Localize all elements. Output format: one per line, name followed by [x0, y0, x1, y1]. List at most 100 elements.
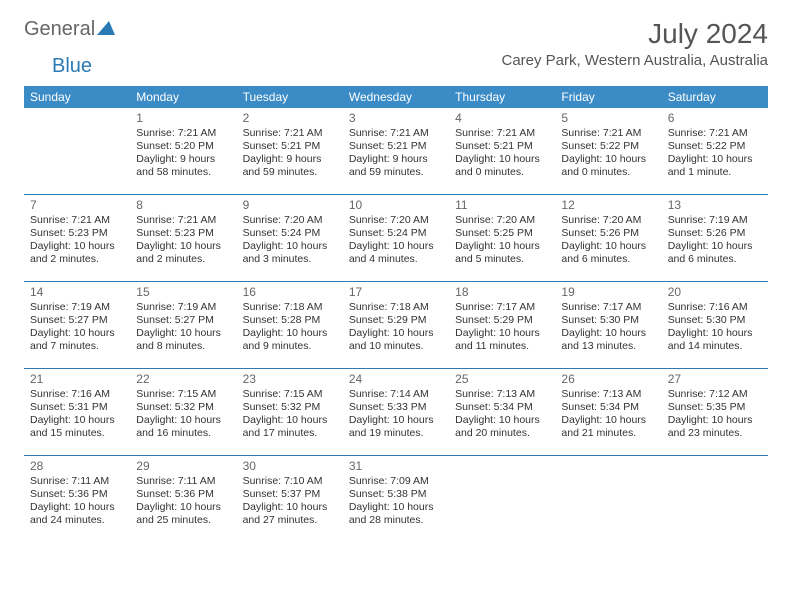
daylight-text: Daylight: 10 hours and 23 minutes.: [668, 414, 762, 440]
day-number: 22: [136, 372, 230, 387]
sunset-text: Sunset: 5:21 PM: [349, 140, 443, 153]
day-cell: 27Sunrise: 7:12 AMSunset: 5:35 PMDayligh…: [662, 369, 768, 455]
sunrise-text: Sunrise: 7:14 AM: [349, 388, 443, 401]
sunset-text: Sunset: 5:23 PM: [30, 227, 124, 240]
day-number: 20: [668, 285, 762, 300]
day-header: Sunday: [24, 86, 130, 108]
day-number: 24: [349, 372, 443, 387]
day-number: 6: [668, 111, 762, 126]
daylight-text: Daylight: 10 hours and 0 minutes.: [455, 153, 549, 179]
daylight-text: Daylight: 10 hours and 17 minutes.: [243, 414, 337, 440]
day-cell: [449, 456, 555, 542]
day-cell: 7Sunrise: 7:21 AMSunset: 5:23 PMDaylight…: [24, 195, 130, 281]
sunset-text: Sunset: 5:24 PM: [243, 227, 337, 240]
sunset-text: Sunset: 5:32 PM: [243, 401, 337, 414]
sunrise-text: Sunrise: 7:09 AM: [349, 475, 443, 488]
sunrise-text: Sunrise: 7:17 AM: [561, 301, 655, 314]
day-cell: 14Sunrise: 7:19 AMSunset: 5:27 PMDayligh…: [24, 282, 130, 368]
sunrise-text: Sunrise: 7:19 AM: [668, 214, 762, 227]
sunset-text: Sunset: 5:29 PM: [349, 314, 443, 327]
sunset-text: Sunset: 5:22 PM: [561, 140, 655, 153]
daylight-text: Daylight: 10 hours and 1 minute.: [668, 153, 762, 179]
daylight-text: Daylight: 10 hours and 19 minutes.: [349, 414, 443, 440]
day-number: 12: [561, 198, 655, 213]
day-cell: 10Sunrise: 7:20 AMSunset: 5:24 PMDayligh…: [343, 195, 449, 281]
daylight-text: Daylight: 10 hours and 14 minutes.: [668, 327, 762, 353]
day-cell: 19Sunrise: 7:17 AMSunset: 5:30 PMDayligh…: [555, 282, 661, 368]
sunset-text: Sunset: 5:28 PM: [243, 314, 337, 327]
daylight-text: Daylight: 10 hours and 4 minutes.: [349, 240, 443, 266]
daylight-text: Daylight: 10 hours and 5 minutes.: [455, 240, 549, 266]
daylight-text: Daylight: 10 hours and 2 minutes.: [30, 240, 124, 266]
daylight-text: Daylight: 10 hours and 20 minutes.: [455, 414, 549, 440]
sunrise-text: Sunrise: 7:21 AM: [561, 127, 655, 140]
week-row: 7Sunrise: 7:21 AMSunset: 5:23 PMDaylight…: [24, 195, 768, 282]
day-number: 9: [243, 198, 337, 213]
day-number: 13: [668, 198, 762, 213]
sunset-text: Sunset: 5:29 PM: [455, 314, 549, 327]
sunrise-text: Sunrise: 7:17 AM: [455, 301, 549, 314]
daylight-text: Daylight: 9 hours and 59 minutes.: [243, 153, 337, 179]
day-header: Monday: [130, 86, 236, 108]
daylight-text: Daylight: 10 hours and 9 minutes.: [243, 327, 337, 353]
sunset-text: Sunset: 5:32 PM: [136, 401, 230, 414]
day-cell: 9Sunrise: 7:20 AMSunset: 5:24 PMDaylight…: [237, 195, 343, 281]
sunset-text: Sunset: 5:36 PM: [136, 488, 230, 501]
day-cell: [662, 456, 768, 542]
daylight-text: Daylight: 10 hours and 3 minutes.: [243, 240, 337, 266]
calendar-grid: Sunday Monday Tuesday Wednesday Thursday…: [24, 86, 768, 542]
daylight-text: Daylight: 10 hours and 15 minutes.: [30, 414, 124, 440]
daylight-text: Daylight: 9 hours and 59 minutes.: [349, 153, 443, 179]
sunrise-text: Sunrise: 7:21 AM: [668, 127, 762, 140]
sunset-text: Sunset: 5:34 PM: [561, 401, 655, 414]
sunrise-text: Sunrise: 7:15 AM: [136, 388, 230, 401]
month-title: July 2024: [502, 18, 769, 50]
sunset-text: Sunset: 5:35 PM: [668, 401, 762, 414]
day-cell: 28Sunrise: 7:11 AMSunset: 5:36 PMDayligh…: [24, 456, 130, 542]
day-number: 10: [349, 198, 443, 213]
sunrise-text: Sunrise: 7:13 AM: [455, 388, 549, 401]
day-cell: 24Sunrise: 7:14 AMSunset: 5:33 PMDayligh…: [343, 369, 449, 455]
sunrise-text: Sunrise: 7:10 AM: [243, 475, 337, 488]
sunrise-text: Sunrise: 7:16 AM: [668, 301, 762, 314]
day-header-row: Sunday Monday Tuesday Wednesday Thursday…: [24, 86, 768, 108]
daylight-text: Daylight: 10 hours and 8 minutes.: [136, 327, 230, 353]
sunset-text: Sunset: 5:30 PM: [561, 314, 655, 327]
day-number: 14: [30, 285, 124, 300]
sunrise-text: Sunrise: 7:18 AM: [349, 301, 443, 314]
day-cell: 21Sunrise: 7:16 AMSunset: 5:31 PMDayligh…: [24, 369, 130, 455]
sunrise-text: Sunrise: 7:11 AM: [136, 475, 230, 488]
day-cell: 26Sunrise: 7:13 AMSunset: 5:34 PMDayligh…: [555, 369, 661, 455]
sunrise-text: Sunrise: 7:21 AM: [349, 127, 443, 140]
day-cell: 6Sunrise: 7:21 AMSunset: 5:22 PMDaylight…: [662, 108, 768, 194]
day-number: 25: [455, 372, 549, 387]
calendar-page: General July 2024 Carey Park, Western Au…: [0, 0, 792, 542]
day-number: 4: [455, 111, 549, 126]
sunset-text: Sunset: 5:24 PM: [349, 227, 443, 240]
sunrise-text: Sunrise: 7:21 AM: [136, 127, 230, 140]
day-cell: 25Sunrise: 7:13 AMSunset: 5:34 PMDayligh…: [449, 369, 555, 455]
day-cell: 29Sunrise: 7:11 AMSunset: 5:36 PMDayligh…: [130, 456, 236, 542]
day-cell: 20Sunrise: 7:16 AMSunset: 5:30 PMDayligh…: [662, 282, 768, 368]
logo-triangle-icon: [97, 18, 115, 41]
day-number: 16: [243, 285, 337, 300]
sunset-text: Sunset: 5:26 PM: [561, 227, 655, 240]
sunrise-text: Sunrise: 7:16 AM: [30, 388, 124, 401]
sunset-text: Sunset: 5:30 PM: [668, 314, 762, 327]
day-number: 15: [136, 285, 230, 300]
day-number: 23: [243, 372, 337, 387]
daylight-text: Daylight: 10 hours and 13 minutes.: [561, 327, 655, 353]
day-header: Saturday: [662, 86, 768, 108]
day-number: 18: [455, 285, 549, 300]
logo-text-blue: Blue: [52, 55, 92, 77]
day-number: 21: [30, 372, 124, 387]
day-number: 30: [243, 459, 337, 474]
sunrise-text: Sunrise: 7:20 AM: [561, 214, 655, 227]
day-number: 29: [136, 459, 230, 474]
sunset-text: Sunset: 5:21 PM: [455, 140, 549, 153]
day-number: 17: [349, 285, 443, 300]
sunrise-text: Sunrise: 7:21 AM: [455, 127, 549, 140]
day-cell: 1Sunrise: 7:21 AMSunset: 5:20 PMDaylight…: [130, 108, 236, 194]
sunset-text: Sunset: 5:20 PM: [136, 140, 230, 153]
week-row: 28Sunrise: 7:11 AMSunset: 5:36 PMDayligh…: [24, 456, 768, 542]
